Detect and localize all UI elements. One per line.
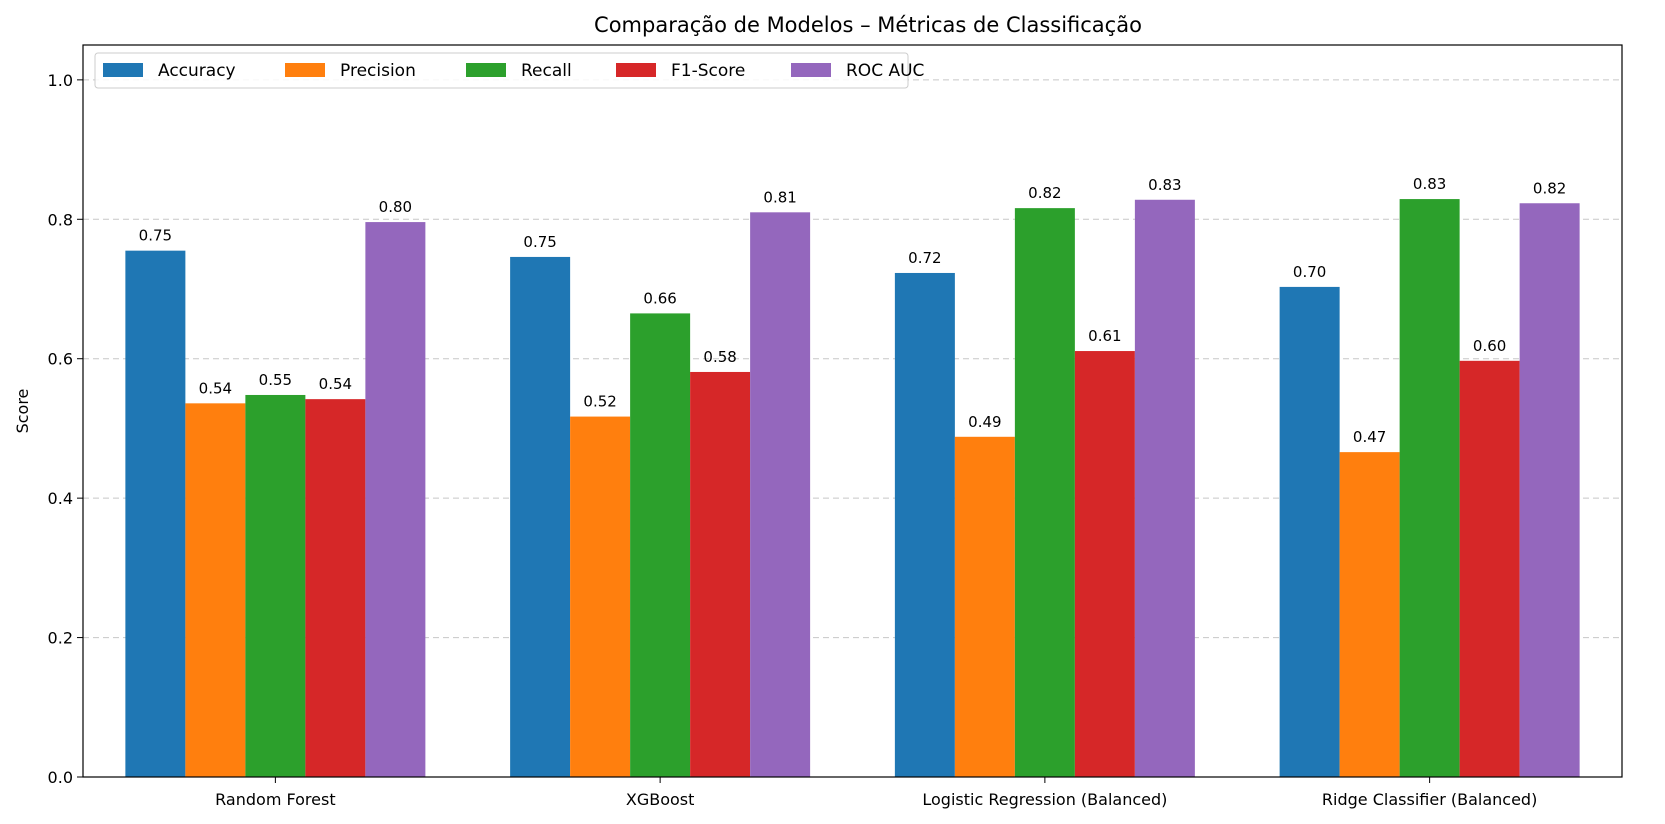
bar-recall — [1399, 199, 1460, 777]
bar-accuracy — [894, 272, 955, 777]
legend: Accuracy Precision Recall F1-Score ROC AUC — [94, 52, 924, 89]
bar-recall — [245, 394, 306, 777]
bar-value-label: 0.66 — [643, 289, 676, 307]
bar-value-label: 0.82 — [1533, 179, 1566, 197]
bar-recall — [630, 313, 691, 777]
bar-value-label: 0.54 — [319, 375, 352, 393]
x-tick-label: XGBoost — [626, 790, 695, 809]
bar-f1-score — [1459, 360, 1520, 777]
bar-value-label: 0.83 — [1413, 175, 1446, 193]
bar-precision — [185, 403, 246, 777]
bar-value-label: 0.47 — [1353, 428, 1386, 446]
y-tick-label: 0.2 — [48, 629, 73, 648]
bar-precision — [570, 416, 631, 777]
bar-value-label: 0.81 — [763, 188, 796, 206]
y-tick-label: 0.4 — [48, 489, 73, 508]
bar-recall — [1014, 208, 1075, 778]
chart-title: Comparação de Modelos – Métricas de Clas… — [594, 13, 1142, 37]
x-tick-label: Logistic Regression (Balanced) — [922, 790, 1167, 809]
bar-value-label: 0.80 — [379, 198, 412, 216]
legend-swatch — [466, 63, 506, 77]
bar-value-label: 0.52 — [583, 393, 616, 411]
bar-value-label: 0.61 — [1088, 327, 1121, 345]
legend-entry: F1-Score — [671, 61, 745, 81]
bar-roc-auc — [750, 212, 811, 778]
bar-labels-layer: 0.75 0.54 0.55 0.54 0.80 0.75 0.52 0.66 0.58 0.81… — [139, 175, 1567, 446]
bar-f1-score — [1074, 351, 1135, 777]
legend-swatch — [791, 63, 831, 77]
y-tick-label: 0.0 — [48, 768, 73, 787]
legend-entry: ROC AUC — [846, 61, 924, 81]
y-axis-label: Score — [13, 389, 32, 434]
bar-roc-auc — [1519, 203, 1580, 777]
plot-frame — [82, 44, 1623, 778]
legend-entry: Precision — [340, 61, 416, 81]
x-tick-label: Ridge Classifier (Balanced) — [1322, 790, 1537, 809]
bar-value-label: 0.72 — [908, 249, 941, 267]
bars-layer — [125, 199, 1580, 778]
legend-swatch — [616, 63, 656, 77]
legend-entry: Recall — [521, 61, 572, 81]
bar-value-label: 0.55 — [259, 371, 292, 389]
bar-value-label: 0.58 — [703, 348, 736, 366]
y-tick-label: 1.0 — [48, 71, 73, 90]
bar-precision — [1339, 452, 1400, 777]
bar-accuracy — [125, 250, 186, 777]
bar-accuracy — [510, 256, 571, 778]
bar-value-label: 0.70 — [1293, 263, 1326, 281]
bar-value-label: 0.75 — [523, 233, 556, 251]
bar-value-label: 0.83 — [1148, 176, 1181, 194]
bar-f1-score — [305, 399, 366, 777]
y-tick-label: 0.6 — [48, 350, 73, 369]
bar-value-label: 0.75 — [139, 227, 172, 245]
legend-swatch — [103, 63, 143, 77]
legend-swatch — [285, 63, 325, 77]
bar-precision — [954, 436, 1015, 777]
bar-roc-auc — [365, 222, 426, 777]
bar-accuracy — [1279, 286, 1340, 777]
bar-value-label: 0.60 — [1473, 337, 1506, 355]
bar-f1-score — [690, 371, 751, 777]
bar-value-label: 0.49 — [968, 413, 1001, 431]
axes-layer: 0.0 0.2 0.4 0.6 0.8 1.0 Random Forest XGBoost Lo… — [48, 44, 1623, 809]
bar-roc-auc — [1134, 199, 1195, 777]
legend-entry: Accuracy — [158, 61, 236, 81]
bar-value-label: 0.82 — [1028, 184, 1061, 202]
y-tick-label: 0.8 — [48, 210, 73, 229]
x-tick-label: Random Forest — [215, 790, 335, 809]
bar-value-label: 0.54 — [199, 379, 232, 397]
